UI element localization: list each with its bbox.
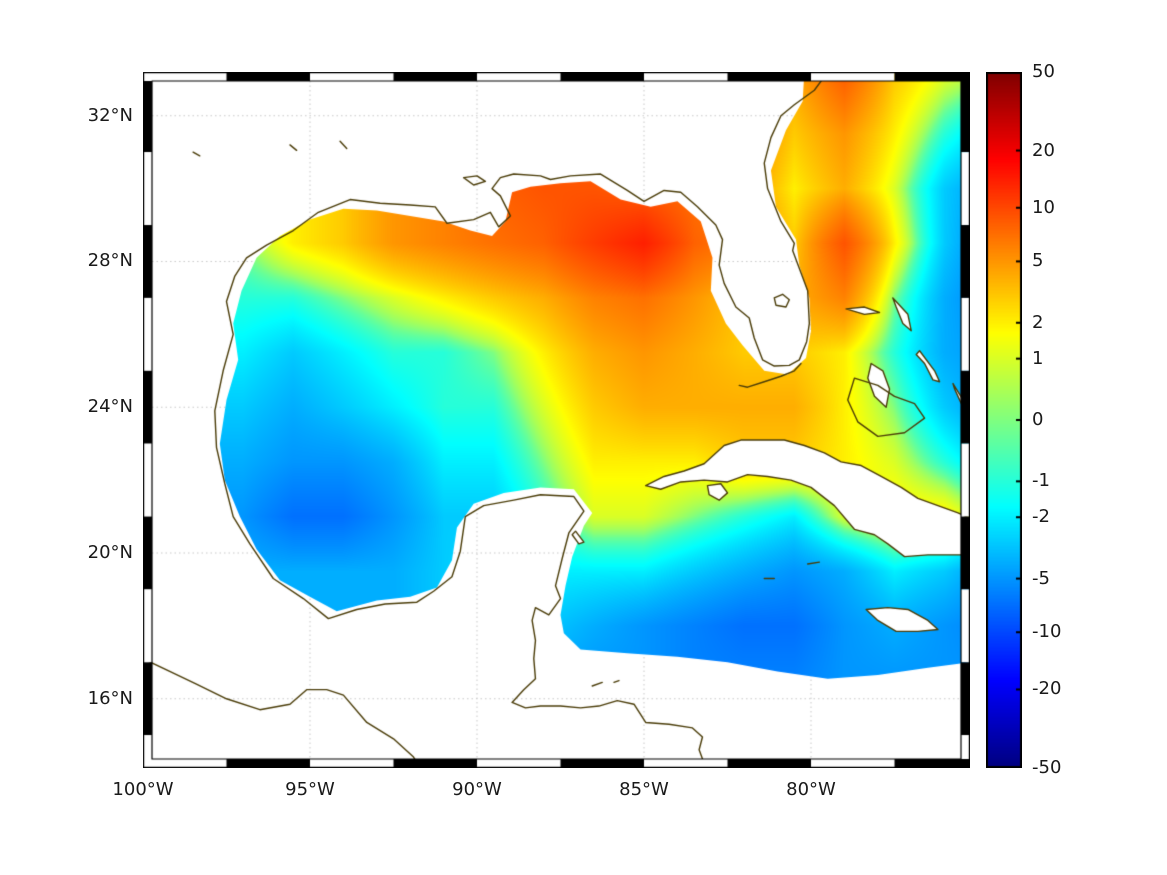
colorbar-tick-label: -20 bbox=[1032, 678, 1062, 700]
colorbar-tick-label: 5 bbox=[1032, 250, 1044, 272]
colorbar-tick-label: 10 bbox=[1032, 196, 1055, 218]
lat-tick-label: 28°N bbox=[87, 250, 133, 272]
lon-tick-label: 95°W bbox=[285, 779, 335, 800]
lat-tick-label: 16°N bbox=[87, 687, 133, 709]
colorbar-tick-label: 2 bbox=[1032, 311, 1044, 333]
lat-tick-label: 24°N bbox=[87, 396, 133, 418]
colorbar-gradient bbox=[986, 72, 1022, 768]
colorbar-tick-label: -2 bbox=[1032, 506, 1050, 528]
map-plot bbox=[143, 72, 970, 768]
lon-tick-label: 90°W bbox=[452, 779, 502, 800]
colorbar-tick-label: 20 bbox=[1032, 139, 1055, 161]
lon-tick-label: 100°W bbox=[112, 779, 174, 800]
colorbar-tick-label: -50 bbox=[1032, 757, 1062, 778]
lat-tick-label: 32°N bbox=[87, 104, 133, 126]
lon-tick-label: 85°W bbox=[619, 779, 669, 800]
lat-tick-label: 20°N bbox=[87, 542, 133, 563]
colorbar-tick-label: 1 bbox=[1032, 347, 1044, 369]
colorbar-tick-label: -1 bbox=[1032, 470, 1050, 492]
colorbar-tick-label: -10 bbox=[1032, 621, 1062, 643]
lon-tick-label: 80°W bbox=[786, 779, 836, 800]
colorbar-tick-label: 50 bbox=[1032, 61, 1055, 82]
colorbar-tick-label: 0 bbox=[1032, 409, 1044, 430]
colorbar-tick-label: -5 bbox=[1032, 567, 1050, 589]
